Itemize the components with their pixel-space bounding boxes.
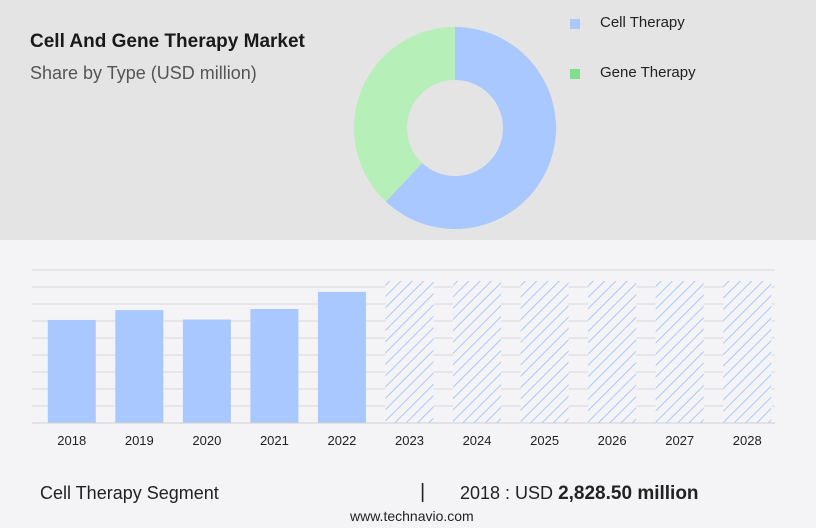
- legend-label-cell-therapy: Cell Therapy: [600, 14, 685, 31]
- source-link[interactable]: www.technavio.com: [350, 508, 474, 524]
- x-tick-label: 2027: [665, 433, 694, 448]
- x-tick-label: 2025: [530, 433, 559, 448]
- footer-separator: |: [420, 481, 426, 503]
- donut-slice-cell-therapy: [385, 27, 556, 229]
- forecast-bar-2023: [385, 281, 434, 423]
- bar-2020: [182, 319, 231, 423]
- forecast-bar-2027: [655, 281, 704, 423]
- bar-2018: [47, 319, 96, 423]
- x-tick-label: 2018: [57, 433, 86, 448]
- legend-label-gene-therapy: Gene Therapy: [600, 64, 696, 81]
- x-tick-label: 2019: [125, 433, 154, 448]
- bar-2019: [115, 310, 164, 423]
- forecast-bar-2026: [588, 281, 637, 423]
- donut-slice-gene-therapy: [354, 27, 455, 202]
- bar-2021: [250, 308, 299, 423]
- x-tick-label: 2026: [598, 433, 627, 448]
- segment-value: 2018 : USD 2,828.50 million: [460, 483, 699, 505]
- x-tick-label: 2024: [463, 433, 492, 448]
- x-tick-label: 2023: [395, 433, 424, 448]
- page-title: Cell And Gene Therapy Market: [30, 31, 305, 52]
- year-label: 2018 : USD: [460, 483, 554, 503]
- x-tick-label: 2021: [260, 433, 289, 448]
- segment-label: Cell Therapy Segment: [40, 483, 219, 503]
- x-tick-label: 2022: [327, 433, 356, 448]
- legend-swatch-gene-therapy: [570, 69, 580, 79]
- forecast-bar-2028: [723, 281, 772, 423]
- bar-2022: [317, 291, 366, 423]
- bar-chart: 2018 2019 2020 2021 2022 2023 2024 2025 2026 2027…: [32, 269, 775, 448]
- page-subtitle: Share by Type (USD million): [30, 63, 257, 83]
- legend-swatch-cell-therapy: [570, 19, 580, 29]
- forecast-bar-2025: [520, 281, 569, 423]
- forecast-bar-2024: [453, 281, 502, 423]
- x-tick-label: 2020: [192, 433, 221, 448]
- donut-chart: [354, 27, 556, 229]
- x-tick-label: 2028: [733, 433, 762, 448]
- value-amount: 2,828.50 million: [558, 483, 699, 504]
